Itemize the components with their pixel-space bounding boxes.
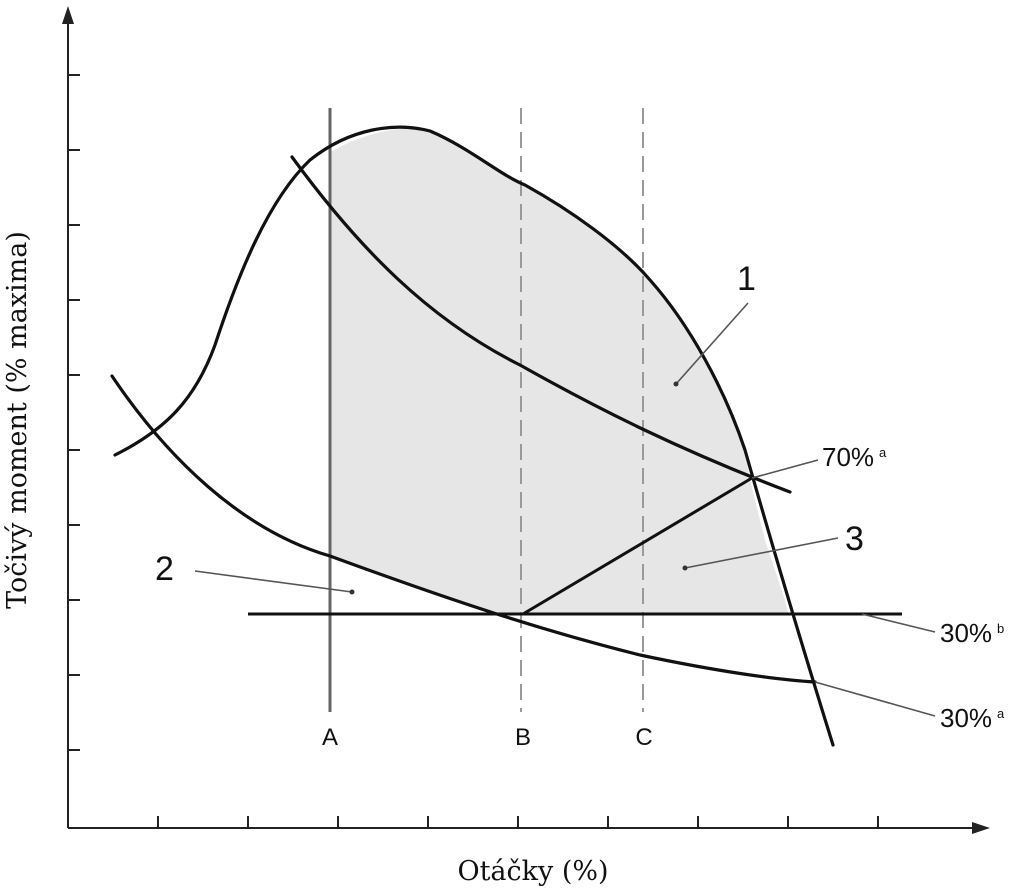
y-axis-title: Točivý moment (% maxima) — [2, 231, 33, 609]
label-30-percent-a-sup: a — [997, 706, 1005, 721]
label-70-percent-a: 70% a — [822, 442, 887, 472]
label-30-percent-b: 30% b — [940, 618, 1004, 648]
x-axis-arrow — [972, 822, 990, 834]
x-axis-ticks — [157, 816, 879, 828]
label-30-percent-b-text: 30% — [940, 618, 992, 648]
leader-dot-2 — [349, 589, 355, 595]
label-30-percent-b-sup: b — [997, 621, 1004, 636]
region-label-2: 2 — [155, 550, 174, 588]
y-axis-ticks — [68, 74, 80, 751]
label-30-percent-a: 30% a — [940, 703, 1005, 733]
region-label-1: 1 — [737, 260, 756, 298]
speed-label-a: A — [322, 724, 338, 751]
leader-line-3 — [684, 537, 839, 569]
x-axis-title: Otáčky (%) — [457, 856, 608, 887]
shaded-operating-region — [330, 128, 788, 613]
leader-line-2 — [194, 570, 353, 593]
leader-dot-3 — [682, 565, 688, 571]
leader-line-1 — [675, 302, 749, 385]
leader-dot-1 — [673, 381, 679, 387]
y-axis-arrow — [62, 6, 74, 24]
label-70-percent-text: 70% — [822, 442, 874, 472]
region-3-boundary — [522, 476, 753, 616]
leader-line-70a — [751, 459, 819, 479]
label-70-percent-sup: a — [879, 445, 887, 460]
axes — [62, 6, 990, 834]
label-30-percent-a-text: 30% — [940, 703, 992, 733]
speed-label-b: B — [515, 724, 531, 751]
region-label-3: 3 — [845, 520, 864, 558]
full-load-torque-curve — [113, 125, 835, 747]
speed-label-c: C — [635, 724, 652, 751]
power-curve-30-percent — [110, 374, 817, 684]
power-curve-70-percent — [290, 155, 792, 494]
leader-line-30b — [861, 613, 936, 633]
leader-line-30a — [814, 681, 936, 717]
